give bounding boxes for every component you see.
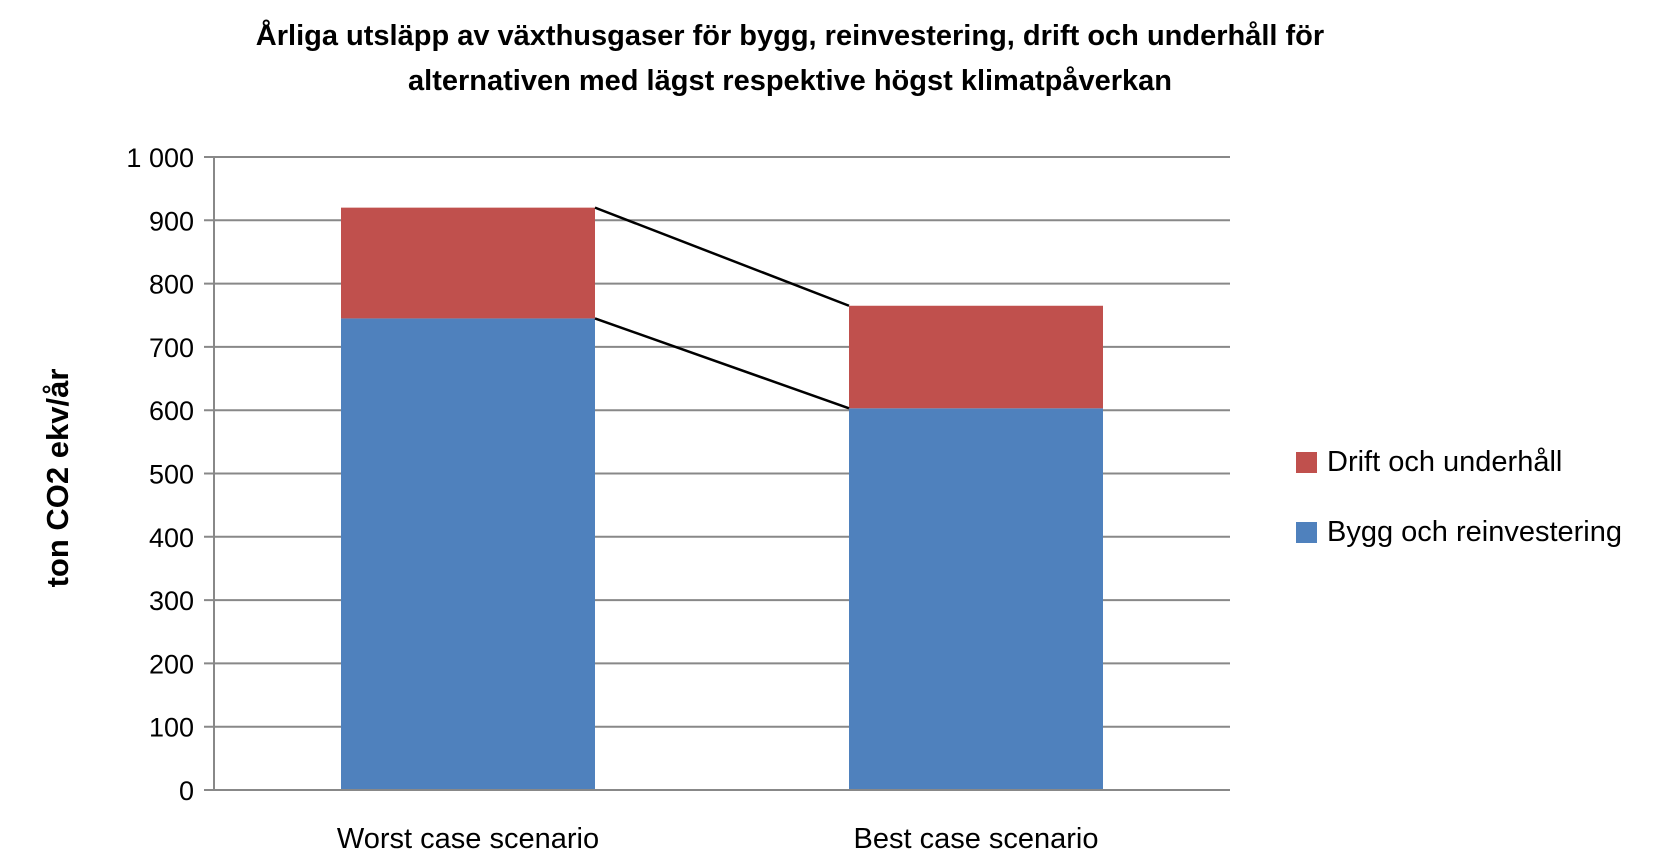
- connector-line: [594, 206, 850, 307]
- bar-drift-1: [341, 207, 595, 319]
- legend-item-bygg: Bygg och reinvestering: [1296, 514, 1622, 550]
- y-tick-label: 500: [149, 460, 194, 490]
- legend-swatch-bygg: [1296, 521, 1317, 543]
- chart-title: Årliga utsläpp av växthusgaser för bygg,…: [0, 14, 1580, 104]
- chart-title-line-2: alternativen med lägst respektive högst …: [408, 65, 1172, 97]
- y-tick-label: 100: [149, 713, 194, 743]
- bar-drift-2: [849, 305, 1103, 409]
- y-tick-label: 200: [149, 649, 194, 679]
- legend-label-drift: Drift och underhåll: [1327, 445, 1563, 478]
- chart-title-line-1: Årliga utsläpp av växthusgaser för bygg,…: [255, 20, 1325, 52]
- y-tick-label: 0: [179, 776, 194, 806]
- y-tick-label: 400: [149, 523, 194, 553]
- y-tick-label: 800: [149, 270, 194, 300]
- legend-item-drift: Drift och underhåll: [1296, 444, 1622, 480]
- y-tick-label: 900: [149, 206, 194, 236]
- bar-bygg-1: [341, 318, 595, 790]
- connector-line: [594, 317, 850, 410]
- x-category-label: Worst case scenario: [337, 823, 599, 855]
- bar-bygg-2: [849, 408, 1103, 790]
- y-tick-label: 600: [149, 396, 194, 426]
- x-category-label: Best case scenario: [853, 823, 1098, 855]
- legend-label-bygg: Bygg och reinvestering: [1327, 515, 1622, 548]
- legend-swatch-drift: [1296, 451, 1317, 473]
- y-tick-label: 700: [149, 333, 194, 363]
- y-tick-label: 300: [149, 586, 194, 616]
- y-tick-label: 1 000: [126, 143, 194, 173]
- legend: Drift och underhåll Bygg och reinvesteri…: [1296, 444, 1622, 584]
